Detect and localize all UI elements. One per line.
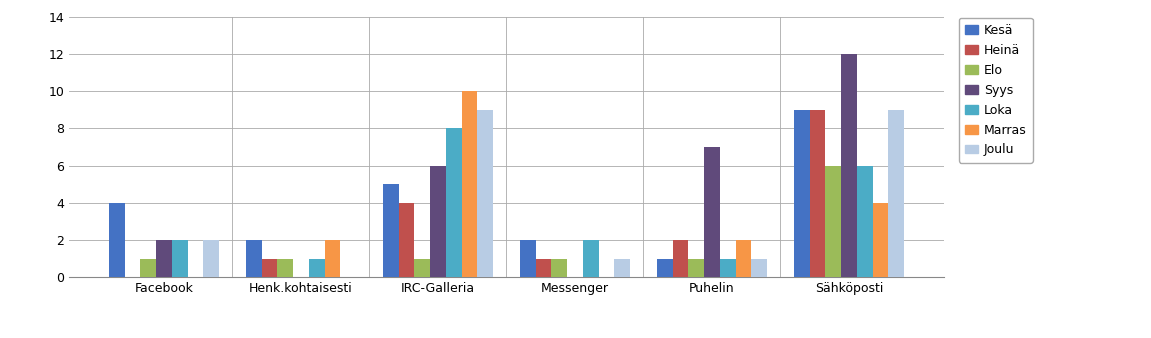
Bar: [445, 128, 462, 277]
Bar: [462, 91, 478, 277]
Bar: [809, 110, 825, 277]
Bar: [261, 259, 277, 277]
Bar: [672, 240, 688, 277]
Bar: [308, 259, 325, 277]
Bar: [204, 240, 219, 277]
Bar: [171, 240, 188, 277]
Bar: [140, 259, 157, 277]
Bar: [246, 240, 261, 277]
Bar: [157, 240, 171, 277]
Bar: [704, 147, 719, 277]
Bar: [414, 259, 430, 277]
Bar: [841, 54, 856, 277]
Bar: [752, 259, 767, 277]
Bar: [615, 259, 630, 277]
Bar: [889, 110, 904, 277]
Bar: [325, 240, 341, 277]
Bar: [719, 259, 735, 277]
Bar: [582, 240, 599, 277]
Bar: [277, 259, 294, 277]
Bar: [109, 203, 124, 277]
Bar: [657, 259, 672, 277]
Bar: [856, 166, 872, 277]
Bar: [688, 259, 704, 277]
Bar: [520, 240, 535, 277]
Bar: [478, 110, 493, 277]
Bar: [825, 166, 841, 277]
Bar: [735, 240, 752, 277]
Bar: [551, 259, 567, 277]
Bar: [535, 259, 551, 277]
Bar: [383, 184, 398, 277]
Bar: [794, 110, 809, 277]
Bar: [872, 203, 889, 277]
Legend: Kesä, Heinä, Elo, Syys, Loka, Marras, Joulu: Kesä, Heinä, Elo, Syys, Loka, Marras, Jo…: [959, 18, 1032, 163]
Bar: [398, 203, 414, 277]
Bar: [430, 166, 445, 277]
